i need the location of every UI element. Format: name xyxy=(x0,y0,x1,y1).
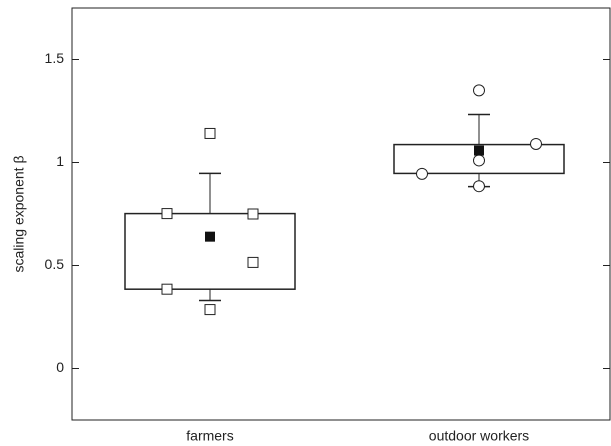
box xyxy=(124,212,296,290)
x-tick-label: outdoor workers xyxy=(429,428,529,444)
x-tick-label: farmers xyxy=(186,428,233,444)
plot-frame xyxy=(71,7,611,421)
data-point xyxy=(247,256,259,268)
y-axis-label: scaling exponent β xyxy=(11,155,27,272)
mean-marker xyxy=(474,145,484,156)
y-tick-label: 0.5 xyxy=(45,256,65,272)
data-point xyxy=(247,208,259,220)
data-point xyxy=(473,154,485,167)
y-tick-label: 0 xyxy=(56,359,64,375)
data-point xyxy=(204,127,216,139)
y-tick-label: 1.5 xyxy=(45,50,65,66)
data-point xyxy=(161,208,173,220)
data-point xyxy=(204,304,216,316)
data-point xyxy=(161,283,173,295)
data-point xyxy=(416,167,428,180)
mean-marker xyxy=(205,231,215,242)
box xyxy=(393,143,565,175)
y-tick-label: 1 xyxy=(56,153,64,169)
data-point xyxy=(530,137,542,150)
data-point xyxy=(473,84,485,97)
data-point xyxy=(473,180,485,193)
